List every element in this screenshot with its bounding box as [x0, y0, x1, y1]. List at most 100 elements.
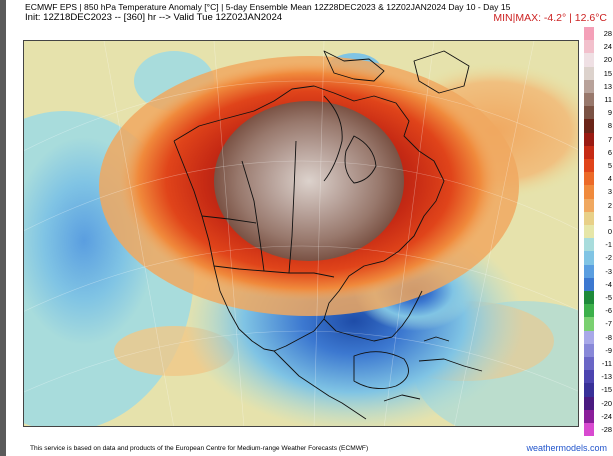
legend-swatch [584, 291, 594, 305]
legend-swatch [584, 370, 594, 384]
legend-label: 9 [607, 108, 612, 118]
legend-swatch [584, 132, 594, 146]
legend-label: 2 [607, 200, 612, 210]
legend-row: -28 [584, 423, 613, 437]
legend-swatch [584, 119, 594, 133]
graticule [24, 41, 578, 426]
temperature-anomaly-map [23, 40, 579, 427]
legend-row: 20 [584, 53, 613, 67]
legend-label: -3 [605, 266, 612, 276]
legend-label: 7 [607, 134, 612, 144]
canada-warm-core [214, 101, 404, 261]
legend-label: 13 [603, 81, 612, 91]
legend-row: -6 [584, 304, 613, 318]
legend-swatch [584, 27, 594, 41]
legend-swatch [584, 330, 594, 344]
legend-label: -8 [605, 332, 612, 342]
legend-swatch [584, 172, 594, 186]
legend-label: 28 [603, 29, 612, 38]
legend-swatch [584, 423, 594, 437]
legend-swatch [584, 343, 594, 357]
legend-swatch [584, 357, 594, 371]
legend-row: 6 [584, 145, 613, 159]
legend-swatch [584, 304, 594, 318]
legend-swatch [584, 185, 594, 199]
legend-label: 1 [607, 213, 612, 223]
legend-row: -4 [584, 277, 613, 291]
legend-row: 1 [584, 211, 613, 225]
attribution-text: This service is based on data and produc… [30, 445, 369, 452]
brand-link[interactable]: weathermodels.com [526, 443, 607, 453]
legend-row: -20 [584, 396, 613, 410]
legend-row: 4 [584, 172, 613, 186]
legend-swatch [584, 396, 594, 410]
legend-row: -24 [584, 409, 613, 423]
legend-label: 4 [607, 174, 612, 184]
legend-row: 5 [584, 159, 613, 173]
legend-label: -28 [601, 425, 612, 434]
legend-swatch [584, 93, 594, 107]
legend-swatch [584, 277, 594, 291]
legend-row: -5 [584, 291, 613, 305]
legend-swatch [584, 159, 594, 173]
legend-swatch [584, 251, 594, 265]
legend-row: 13 [584, 79, 613, 93]
legend-swatch [584, 79, 594, 93]
legend-swatch [584, 225, 594, 239]
legend-label: -7 [605, 319, 612, 329]
legend-label: 5 [607, 161, 612, 170]
legend-swatch [584, 66, 594, 80]
legend-swatch [584, 211, 594, 225]
legend-row: 2 [584, 198, 613, 212]
color-legend: 28 24 20 15 13 11 9 8 7 6 5 4 3 2 1 0 -1 -2 -3 -4 -5 -6 -7 -8 -9… [584, 27, 613, 447]
legend-row: -15 [584, 383, 613, 397]
legend-row: 8 [584, 119, 613, 133]
legend-swatch [584, 106, 594, 120]
legend-swatch [584, 40, 594, 54]
legend-row: 3 [584, 185, 613, 199]
legend-row: 24 [584, 40, 613, 54]
legend-swatch [584, 383, 594, 397]
legend-label: 20 [603, 55, 612, 65]
legend-label: -1 [605, 240, 612, 250]
legend-row: 11 [584, 93, 613, 107]
legend-label: 11 [604, 95, 612, 104]
legend-row: -7 [584, 317, 613, 331]
legend-swatch [584, 317, 594, 331]
min-max-readout: MIN|MAX: -4.2° | 12.6°C [493, 12, 607, 24]
legend-swatch [584, 53, 594, 67]
init-valid-line: Init: 12Z18DEC2023 -- [360] hr --> Valid… [25, 12, 283, 23]
legend-row: -8 [584, 330, 613, 344]
legend-label: 3 [607, 187, 612, 197]
legend-row: 7 [584, 132, 613, 146]
legend-label: -9 [605, 345, 612, 355]
legend-label: 6 [607, 147, 612, 157]
legend-row: -11 [584, 357, 613, 371]
window-edge [0, 0, 6, 456]
legend-row: -13 [584, 370, 613, 384]
legend-label: 8 [607, 121, 612, 131]
legend-label: 0 [607, 227, 612, 236]
legend-swatch [584, 198, 594, 212]
legend-row: -2 [584, 251, 613, 265]
legend-label: -4 [605, 279, 612, 289]
legend-swatch [584, 409, 594, 423]
legend-swatch [584, 238, 594, 252]
legend-label: -2 [605, 253, 612, 263]
legend-row: 28 [584, 27, 613, 41]
legend-row: 15 [584, 66, 613, 80]
legend-label: -20 [601, 398, 612, 408]
legend-row: 9 [584, 106, 613, 120]
legend-label: -11 [601, 359, 612, 368]
coastlines [173, 50, 483, 420]
legend-swatch [584, 264, 594, 278]
legend-swatch [584, 145, 594, 159]
legend-row: -3 [584, 264, 613, 278]
legend-label: -6 [605, 306, 612, 316]
legend-row: 0 [584, 225, 613, 239]
legend-label: -5 [605, 293, 612, 302]
legend-label: -24 [601, 411, 612, 421]
legend-row: -9 [584, 343, 613, 357]
chart-title: ECMWF EPS | 850 hPa Temperature Anomaly … [25, 2, 511, 12]
